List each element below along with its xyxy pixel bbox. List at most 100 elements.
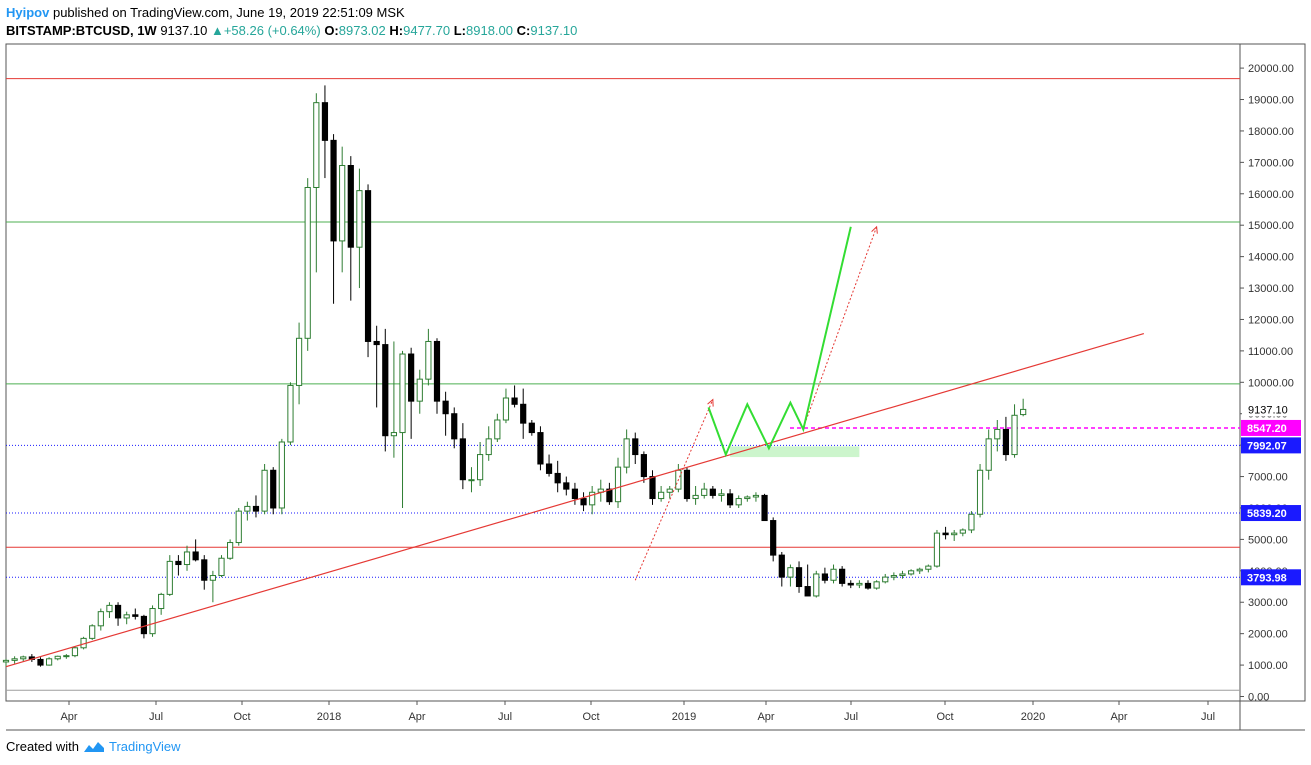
candle-up bbox=[959, 528, 966, 537]
candle-body bbox=[511, 397, 518, 405]
candle-body bbox=[295, 337, 303, 386]
projection-path bbox=[707, 226, 852, 458]
open-label: O: bbox=[324, 23, 339, 38]
candle-body bbox=[2, 659, 10, 663]
candle-body bbox=[408, 353, 415, 402]
time-tick-label: 2018 bbox=[317, 711, 341, 723]
candle-body bbox=[46, 658, 53, 666]
horizontal-levels bbox=[6, 78, 1240, 691]
candle-body bbox=[425, 340, 432, 380]
candle-body bbox=[287, 384, 294, 443]
last-price-label: 9137.10 bbox=[1248, 404, 1288, 416]
candle-body bbox=[54, 655, 61, 660]
candle-body bbox=[442, 400, 449, 415]
candle-body bbox=[11, 658, 18, 661]
candle-up bbox=[890, 572, 897, 581]
candle-down bbox=[864, 580, 872, 590]
price-label-box bbox=[1241, 437, 1301, 454]
candle-down bbox=[839, 566, 846, 587]
candle-up bbox=[951, 529, 958, 541]
price-change: +58.26 (+0.64%) bbox=[223, 23, 321, 38]
candle-up bbox=[416, 369, 423, 414]
time-tick-label: Oct bbox=[233, 711, 250, 723]
time-tick-label: Apr bbox=[60, 711, 77, 723]
time-tick-label: Jul bbox=[149, 711, 163, 723]
candle-body bbox=[959, 529, 966, 534]
candle-up bbox=[71, 646, 79, 658]
candle-up bbox=[899, 570, 906, 579]
candle-body bbox=[640, 454, 647, 478]
candle-up bbox=[614, 457, 622, 508]
candle-down bbox=[726, 489, 734, 508]
candle-down bbox=[563, 476, 570, 496]
candle-body bbox=[192, 551, 199, 561]
candle-body bbox=[313, 102, 320, 188]
candle-up bbox=[976, 463, 984, 518]
candle-up bbox=[813, 570, 820, 598]
target-zone bbox=[730, 446, 860, 458]
close-label: C: bbox=[516, 23, 531, 38]
candle-up bbox=[2, 658, 10, 667]
tradingview-brand[interactable]: TradingView bbox=[108, 739, 181, 754]
candle-up bbox=[658, 485, 665, 502]
candle-down bbox=[580, 492, 587, 512]
candle-body bbox=[37, 658, 44, 666]
candle-up bbox=[623, 429, 630, 474]
candle-up bbox=[89, 624, 96, 640]
candles bbox=[2, 85, 1027, 667]
candle-body bbox=[942, 532, 949, 536]
price-tick-label: 0.00 bbox=[1248, 692, 1269, 704]
plot-border bbox=[5, 43, 1306, 702]
candle-down bbox=[364, 184, 372, 358]
candle-body bbox=[649, 476, 656, 500]
candle-down bbox=[606, 482, 613, 505]
candle-body bbox=[882, 576, 889, 583]
candle-up bbox=[787, 564, 794, 587]
projection-arrow-head bbox=[707, 398, 714, 407]
candle-down bbox=[252, 495, 260, 518]
high-label: H: bbox=[389, 23, 404, 38]
candle-body bbox=[821, 573, 828, 581]
candle-up bbox=[183, 545, 191, 571]
candle-down bbox=[192, 539, 199, 562]
candle-down bbox=[408, 347, 415, 439]
candle-up bbox=[356, 168, 363, 289]
publish-info: Hyipov published on TradingView.com, Jun… bbox=[6, 5, 405, 20]
candle-body bbox=[502, 397, 510, 421]
candle-up bbox=[908, 569, 915, 576]
candle-body bbox=[623, 438, 630, 468]
candle-down bbox=[709, 485, 716, 499]
price-label-box bbox=[1241, 505, 1301, 522]
time-tick-label: 2019 bbox=[672, 711, 696, 723]
author-name[interactable]: Hyipov bbox=[6, 5, 50, 20]
candle-body bbox=[925, 565, 932, 570]
candle-body bbox=[175, 560, 182, 566]
price-tick-label: 10000.00 bbox=[1248, 377, 1294, 389]
time-axis[interactable]: Apr Jul Oct 2018 Apr Jul Oct 2019 Apr Jul Oct 2020 A… bbox=[60, 701, 1215, 723]
price-label-box bbox=[1241, 569, 1301, 586]
price-tick-label: 13000.00 bbox=[1248, 283, 1294, 295]
candle-down bbox=[795, 561, 803, 593]
candle-body bbox=[364, 190, 372, 342]
candle-body bbox=[97, 611, 104, 627]
candle-body bbox=[227, 542, 234, 559]
candle-up bbox=[882, 573, 889, 584]
candle-up bbox=[54, 655, 61, 661]
candle-body bbox=[847, 582, 854, 586]
candle-up bbox=[701, 482, 708, 499]
candle-up bbox=[313, 93, 320, 273]
drawings bbox=[5, 225, 1145, 668]
price-axis[interactable]: 0.001000.002000.003000.004000.005000.006… bbox=[1240, 63, 1304, 704]
candle-body bbox=[545, 463, 553, 474]
price-tick-label: 12000.00 bbox=[1248, 314, 1294, 326]
candle-body bbox=[477, 454, 484, 481]
candle-body bbox=[1002, 428, 1010, 456]
candle-body bbox=[813, 573, 820, 597]
candle-body bbox=[158, 593, 165, 610]
candle-body bbox=[787, 567, 794, 578]
candle-body bbox=[347, 165, 354, 248]
time-tick-label: Jul bbox=[498, 711, 512, 723]
candle-body bbox=[399, 353, 406, 434]
candle-body bbox=[494, 419, 501, 440]
